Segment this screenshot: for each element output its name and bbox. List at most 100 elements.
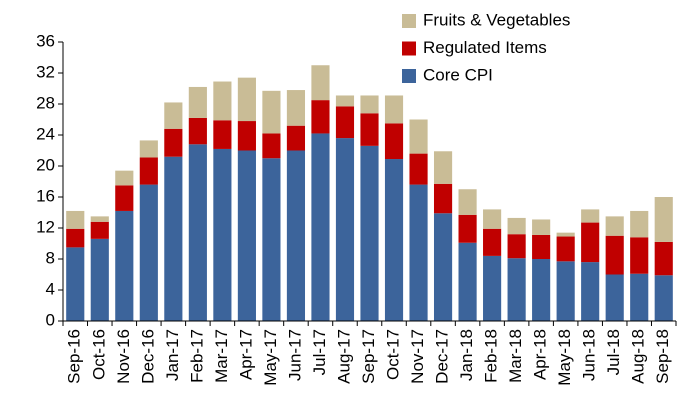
bar-segment <box>237 150 256 321</box>
bar-segment <box>311 65 330 101</box>
bar-segment <box>507 258 526 321</box>
x-tick-label: Nov-16 <box>114 329 133 384</box>
bar-segment <box>605 274 624 321</box>
bar-segment <box>409 119 428 154</box>
bar-segment <box>335 138 355 321</box>
bar-segment <box>507 234 526 259</box>
x-tick-label: Jul-18 <box>604 329 623 375</box>
bar-segment <box>213 148 232 321</box>
legend-label: Regulated Items <box>423 38 547 57</box>
x-tick-label: Oct-17 <box>384 329 403 380</box>
legend-swatch <box>402 69 416 83</box>
y-tick-label: 32 <box>36 62 55 81</box>
y-tick-label: 8 <box>46 248 55 267</box>
bar-segment <box>605 216 624 236</box>
bar-segment <box>213 81 232 121</box>
y-tick-label: 24 <box>36 124 55 143</box>
x-tick-label: Jan-17 <box>163 329 182 381</box>
x-tick-label: Aug-17 <box>334 329 353 384</box>
bar-segment <box>311 100 330 134</box>
y-tick-label: 0 <box>46 310 55 329</box>
bar-segment <box>532 259 551 321</box>
bar-segment <box>66 210 85 229</box>
bar-segment <box>286 90 306 126</box>
legend-swatch <box>402 41 416 56</box>
bar-segment <box>556 232 575 237</box>
bar-segment <box>66 247 85 321</box>
x-tick-label: Feb-18 <box>482 329 501 383</box>
bar-segment <box>237 121 256 151</box>
bar-segment <box>483 209 502 229</box>
bar-segment <box>139 157 158 185</box>
bar-segment <box>66 228 85 248</box>
bar-segment <box>409 153 428 185</box>
bar-segment <box>164 128 183 157</box>
bar-segment <box>532 234 551 259</box>
bar-segment <box>507 217 526 235</box>
bar-segment <box>433 213 453 321</box>
bar-segment <box>262 133 281 159</box>
bar-segment <box>237 77 256 122</box>
x-tick-label: Mar-18 <box>506 329 525 383</box>
x-tick-label: Apr-17 <box>236 329 255 380</box>
x-tick-label: Jan-18 <box>457 329 476 381</box>
bar-segment <box>630 237 649 274</box>
legend-label: Fruits & Vegetables <box>423 10 570 29</box>
y-tick-label: 36 <box>36 31 55 50</box>
bar-segment <box>433 183 453 214</box>
bar-segment <box>556 236 575 262</box>
x-tick-label: Sep-18 <box>653 329 672 384</box>
x-tick-label: Aug-18 <box>629 329 648 384</box>
bar-segment <box>360 95 379 114</box>
bar-segment <box>90 238 109 321</box>
bar-segment <box>115 185 134 211</box>
x-tick-label: Oct-16 <box>89 329 108 380</box>
bar-segment <box>458 214 477 243</box>
bar-segment <box>605 235 624 275</box>
bar-segment <box>90 216 109 222</box>
y-tick-label: 4 <box>46 279 55 298</box>
bar-segment <box>384 95 404 124</box>
bar-segment <box>262 90 281 134</box>
bar-segment <box>164 156 183 321</box>
bar-segment <box>188 117 207 145</box>
bar-segment <box>139 140 158 158</box>
bar-segment <box>654 241 673 276</box>
bar-segment <box>384 123 404 160</box>
y-tick-label: 12 <box>36 217 55 236</box>
bar-segment <box>311 133 330 321</box>
bar-segment <box>115 170 134 186</box>
x-tick-label: May-18 <box>555 329 574 386</box>
bar-segment <box>262 158 281 321</box>
x-tick-label: Sep-17 <box>359 329 378 384</box>
x-tick-label: Feb-17 <box>187 329 206 383</box>
x-tick-label: Dec-16 <box>138 329 157 384</box>
bar-segment <box>409 184 428 321</box>
x-tick-label: Dec-17 <box>433 329 452 384</box>
bar-segment <box>630 210 649 238</box>
bar-segment <box>654 197 673 242</box>
bar-segment <box>384 159 404 321</box>
bar-segment <box>335 95 355 107</box>
y-tick-label: 16 <box>36 186 55 205</box>
bar-segment <box>360 145 379 321</box>
legend-label: Core CPI <box>423 65 493 84</box>
bar-segment <box>581 209 600 223</box>
bar-segment <box>286 125 306 151</box>
bar-segment <box>630 273 649 321</box>
x-tick-label: Nov-17 <box>408 329 427 384</box>
legend-swatch <box>402 14 416 28</box>
bar-segment <box>556 261 575 321</box>
bar-segment <box>188 144 207 321</box>
x-tick-label: Jun-17 <box>285 329 304 381</box>
bar-segment <box>164 102 183 129</box>
bar-segment <box>335 106 355 139</box>
bar-segment <box>433 151 453 184</box>
y-tick-label: 28 <box>36 93 55 112</box>
bar-segment <box>115 210 134 321</box>
bar-segment <box>360 113 379 146</box>
bar-segment <box>654 275 673 321</box>
bar-segment <box>286 150 306 321</box>
bar-segment <box>581 262 600 321</box>
